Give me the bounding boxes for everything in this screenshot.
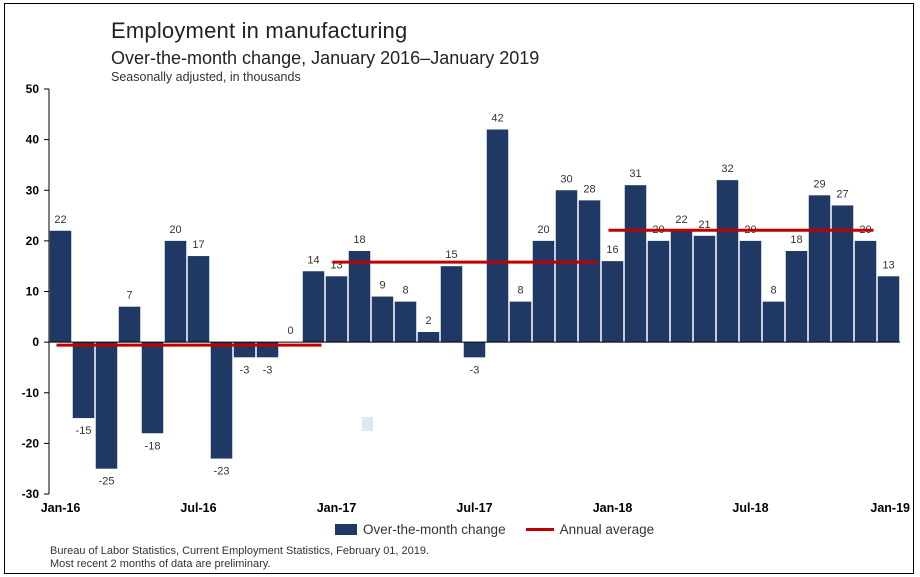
bar [854, 240, 877, 343]
bar [762, 301, 785, 343]
legend-line-label: Annual average [559, 522, 655, 537]
legend-bar-swatch [335, 524, 357, 535]
bar [509, 301, 532, 343]
y-tick-label: 10 [26, 285, 40, 299]
bar [716, 180, 739, 343]
bar [785, 251, 808, 343]
bar [831, 205, 854, 343]
bar [463, 342, 486, 358]
y-tick-label: 0 [32, 335, 39, 349]
x-tick-label: Jan-17 [317, 501, 357, 515]
y-tick-label: 20 [26, 234, 40, 248]
bar [72, 342, 95, 419]
bar [647, 240, 670, 343]
bar-value-label: -3 [263, 364, 273, 376]
bar [601, 261, 624, 343]
chart-legend: Over-the-month change Annual average [335, 522, 654, 537]
bar-value-label: -15 [76, 425, 92, 437]
bar [670, 230, 693, 343]
bar-value-label: 20 [169, 224, 181, 236]
x-tick-label: Jan-19 [870, 501, 910, 515]
bar-value-label: 21 [698, 219, 710, 231]
y-tick-label: -30 [22, 487, 40, 501]
bar [49, 230, 72, 343]
bar [302, 271, 325, 343]
bar-value-label: -3 [240, 364, 250, 376]
x-tick-label: Jan-16 [41, 501, 81, 515]
bar-value-label: 14 [307, 254, 319, 266]
bar [486, 129, 509, 343]
source-line-1: Bureau of Labor Statistics, Current Empl… [50, 545, 430, 557]
bar [624, 185, 647, 343]
bar-value-label: 17 [192, 239, 204, 251]
bar [578, 200, 601, 343]
y-tick-label: 30 [26, 183, 40, 197]
bar-value-label: -23 [214, 466, 230, 478]
bar-value-label: 8 [517, 285, 523, 297]
bar [555, 190, 578, 343]
y-tick-label: -20 [22, 436, 40, 450]
bar [693, 235, 716, 343]
chart-subtitle: Over-the-month change, January 2016–Janu… [111, 48, 540, 68]
y-tick-label: -10 [22, 386, 40, 400]
x-tick-label: Jul-16 [180, 501, 216, 515]
bar [210, 342, 233, 459]
bar-value-label: 32 [721, 163, 733, 175]
bar-value-label: 42 [491, 113, 503, 125]
bar-value-label: 22 [675, 214, 687, 226]
bar-value-label: 9 [379, 280, 385, 292]
bar-value-label: 29 [813, 178, 825, 190]
bar [440, 266, 463, 343]
x-tick-label: Jul-18 [732, 501, 768, 515]
source-line-2: Most recent 2 months of data are prelimi… [50, 558, 271, 570]
bar-value-label: 28 [583, 183, 595, 195]
bar-value-label: 2 [425, 315, 431, 327]
bar [164, 240, 187, 343]
bar-value-label: 27 [836, 188, 848, 200]
source-note: Bureau of Labor Statistics, Current Empl… [50, 545, 429, 571]
bar-value-label: 18 [790, 234, 802, 246]
bar-value-label: 16 [606, 244, 618, 256]
bar [187, 256, 210, 343]
bar-value-label: 8 [770, 285, 776, 297]
bar-value-label: 31 [629, 168, 641, 180]
chart-title: Employment in manufacturing [111, 18, 408, 43]
x-tick-label: Jan-18 [593, 501, 633, 515]
bar-value-label: 8 [402, 285, 408, 297]
bar [95, 342, 118, 469]
bar-value-label: 30 [560, 173, 572, 185]
bar-value-label: 20 [537, 224, 549, 236]
y-tick-label: 40 [26, 133, 40, 147]
bar-value-label: -25 [99, 476, 115, 488]
chart-unit-note: Seasonally adjusted, in thousands [111, 70, 301, 84]
y-tick-label: 50 [26, 82, 40, 96]
bar-value-label: 15 [445, 249, 457, 261]
bar-value-label: 7 [126, 290, 132, 302]
bar [739, 240, 762, 343]
bar [325, 276, 348, 343]
bar [141, 342, 164, 434]
bar [532, 240, 555, 343]
bar-value-label: -3 [470, 364, 480, 376]
legend-line-swatch [525, 528, 554, 531]
x-tick-label: Jul-17 [456, 501, 492, 515]
bar-value-label: 13 [882, 259, 894, 271]
highlight-artifact [362, 417, 373, 431]
bar [371, 296, 394, 343]
bar [118, 306, 141, 343]
bar [417, 332, 440, 343]
bar-value-label: 0 [287, 325, 293, 337]
bar [877, 276, 900, 343]
bar [808, 195, 831, 343]
bar-value-label: 22 [54, 214, 66, 226]
bar [348, 251, 371, 343]
bar [394, 301, 417, 343]
bar-value-label: -18 [145, 440, 161, 452]
bar-value-label: 18 [353, 234, 365, 246]
legend-bar-label: Over-the-month change [363, 522, 506, 537]
